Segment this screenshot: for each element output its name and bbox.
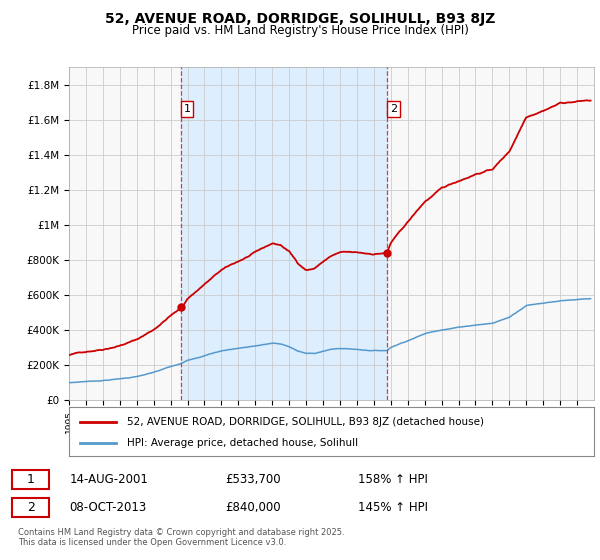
Text: 1: 1 [184,104,191,114]
FancyBboxPatch shape [12,498,49,516]
Text: 145% ↑ HPI: 145% ↑ HPI [358,501,428,514]
Text: 08-OCT-2013: 08-OCT-2013 [70,501,147,514]
Text: 52, AVENUE ROAD, DORRIDGE, SOLIHULL, B93 8JZ: 52, AVENUE ROAD, DORRIDGE, SOLIHULL, B93… [105,12,495,26]
Text: £533,700: £533,700 [225,473,281,486]
Text: 2: 2 [27,501,35,514]
Bar [181,67,387,400]
FancyBboxPatch shape [12,470,49,489]
Text: 1: 1 [27,473,35,486]
Text: 158% ↑ HPI: 158% ↑ HPI [358,473,427,486]
Text: HPI: Average price, detached house, Solihull: HPI: Average price, detached house, Soli… [127,437,358,447]
Text: Contains HM Land Registry data © Crown copyright and database right 2025.
This d: Contains HM Land Registry data © Crown c… [18,528,344,547]
Text: 52, AVENUE ROAD, DORRIDGE, SOLIHULL, B93 8JZ (detached house): 52, AVENUE ROAD, DORRIDGE, SOLIHULL, B93… [127,417,484,427]
Text: Price paid vs. HM Land Registry's House Price Index (HPI): Price paid vs. HM Land Registry's House … [131,24,469,36]
Text: 2: 2 [390,104,397,114]
Text: £840,000: £840,000 [225,501,281,514]
Text: 14-AUG-2001: 14-AUG-2001 [70,473,148,486]
